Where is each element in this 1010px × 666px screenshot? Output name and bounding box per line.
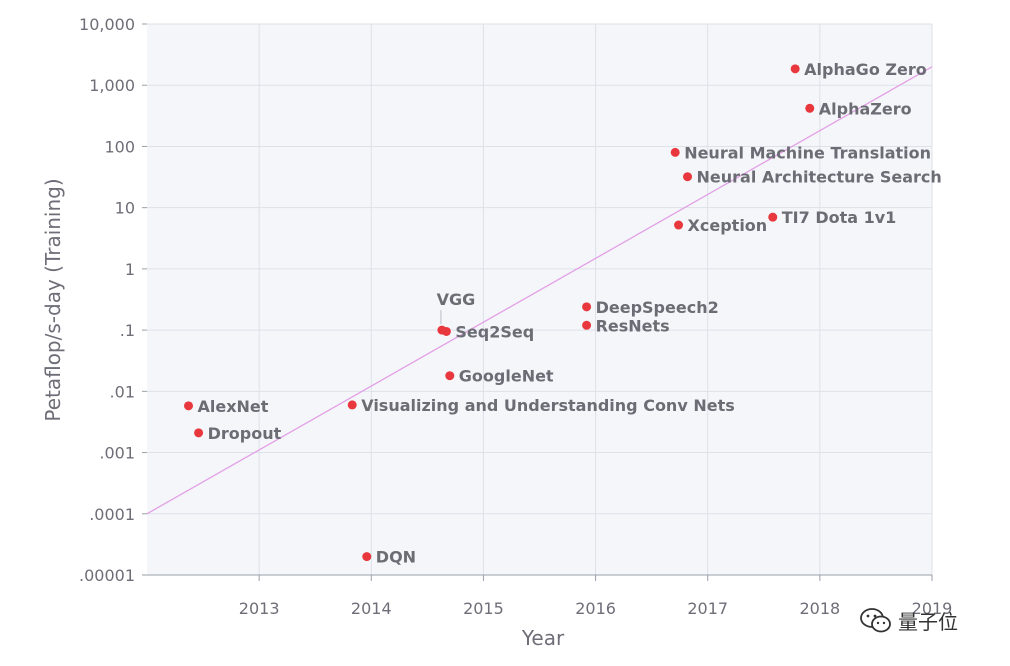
plot-area <box>147 24 932 575</box>
y-tick-label: 100 <box>104 137 135 156</box>
point-marker <box>362 552 372 562</box>
point-label: Neural Architecture Search <box>697 168 942 187</box>
x-tick-label: 2018 <box>799 599 840 618</box>
point-marker <box>582 302 592 312</box>
point-marker <box>347 400 357 410</box>
y-tick-label: 10 <box>115 199 135 218</box>
trend-line <box>146 66 933 515</box>
point-label: VGG <box>437 290 476 309</box>
y-axis-title: Petaflop/s-day (Training) <box>41 178 65 421</box>
point-marker <box>445 371 455 381</box>
data-point: Visualizing and Understanding Conv Nets <box>347 396 735 415</box>
data-point: TI7 Dota 1v1 <box>768 208 896 227</box>
point-label: Visualizing and Understanding Conv Nets <box>361 396 735 415</box>
point-label: Seq2Seq <box>455 322 534 341</box>
data-point: Xception <box>674 216 767 235</box>
point-marker <box>683 172 693 182</box>
grid <box>147 23 933 576</box>
x-tick-label: 2016 <box>575 599 616 618</box>
data-point: DQN <box>362 548 416 567</box>
y-tick-label: 1 <box>125 260 135 279</box>
data-points: AlexNet Dropout Visualizing and Understand… <box>183 60 942 567</box>
point-label: Neural Machine Translation <box>684 143 931 162</box>
x-tick-label: 2019 <box>912 599 953 618</box>
point-marker <box>790 64 800 74</box>
point-label: DQN <box>376 548 416 567</box>
point-label: TI7 Dota 1v1 <box>782 208 897 227</box>
point-label: Dropout <box>208 424 282 443</box>
y-tick-label: .01 <box>110 382 135 401</box>
wechat-icon <box>860 607 891 632</box>
y-tick-label: .001 <box>99 444 135 463</box>
y-tick-label: 10,000 <box>79 15 135 34</box>
y-tick-label: .0001 <box>89 505 135 524</box>
point-label: AlphaGo Zero <box>804 60 927 79</box>
point-label: AlexNet <box>197 397 268 416</box>
data-point: DeepSpeech2 <box>582 298 719 317</box>
data-point: AlphaGo Zero <box>790 60 927 79</box>
x-axis-ticks: 2013 2014 2015 2016 2017 2018 2019 <box>239 575 953 618</box>
y-tick-label: 1,000 <box>89 76 135 95</box>
point-label: GoogleNet <box>459 367 554 386</box>
point-marker <box>441 326 451 336</box>
point-marker <box>670 147 680 157</box>
point-label: DeepSpeech2 <box>596 298 719 317</box>
data-point: GoogleNet <box>445 367 554 386</box>
data-point: AlphaZero <box>805 99 912 118</box>
point-marker <box>183 401 193 411</box>
x-tick-label: 2017 <box>687 599 728 618</box>
point-marker <box>674 220 684 230</box>
x-tick-label: 2015 <box>463 599 504 618</box>
data-point: Neural Architecture Search <box>683 168 942 187</box>
point-marker <box>768 212 778 222</box>
data-point: ResNets <box>582 316 670 335</box>
data-point: Seq2Seq <box>441 322 534 341</box>
y-tick-label: .1 <box>120 321 135 340</box>
point-label: AlphaZero <box>819 99 912 118</box>
y-tick-label: .00001 <box>79 566 135 585</box>
x-axis-title: Year <box>521 626 565 650</box>
point-marker <box>805 103 815 113</box>
point-marker <box>582 320 592 330</box>
point-marker <box>194 428 204 438</box>
watermark-text: 量子位 <box>898 610 958 634</box>
y-axis-ticks: 10,000 1,000 100 10 1 .1 .01 .001 .0001 .00001 <box>79 15 147 585</box>
point-label: ResNets <box>596 316 670 335</box>
data-point: AlexNet <box>183 397 269 416</box>
data-point: Dropout <box>194 424 282 443</box>
point-label: Xception <box>688 216 768 235</box>
watermark: 量子位 <box>860 606 958 635</box>
data-point: Neural Machine Translation <box>670 143 931 162</box>
x-tick-label: 2013 <box>239 599 280 618</box>
x-tick-label: 2014 <box>351 599 392 618</box>
